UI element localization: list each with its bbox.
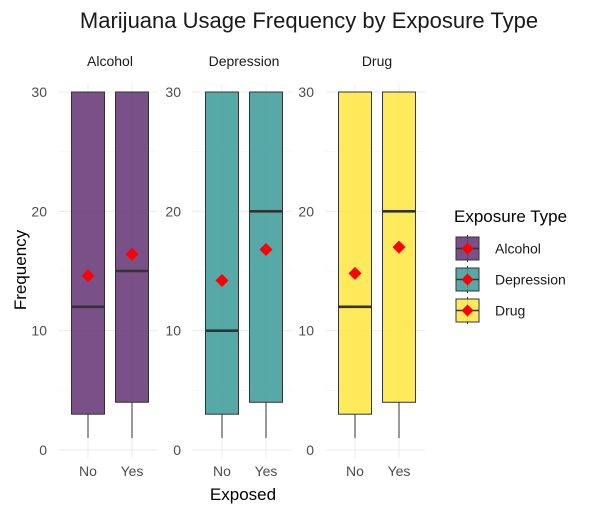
x-tick-label: No [79, 463, 97, 479]
x-tick-label: Yes [388, 463, 411, 479]
mean-marker [392, 240, 406, 254]
mean-marker [81, 269, 95, 283]
y-tick-label: 0 [306, 442, 314, 458]
x-tick-label: No [346, 463, 364, 479]
legend-item-alcohol: Alcohol [455, 235, 541, 262]
mean-marker [259, 243, 273, 257]
panel-drug: Drug 0 10 20 30 No Yes [298, 53, 425, 479]
legend-item-depression: Depression [455, 266, 566, 293]
legend-key-mean-marker [461, 304, 474, 317]
box-body [205, 91, 239, 415]
legend-key-mean-marker [461, 273, 474, 286]
x-tick-label: Yes [255, 463, 278, 479]
mean-marker [348, 266, 362, 280]
panels-group: Alcohol 0 10 20 30 No Yes Depression 0 10 20 30 No Ye… [31, 53, 425, 479]
panel-alcohol: Alcohol 0 10 20 30 No Yes [31, 53, 158, 479]
box-drug-yes [382, 91, 416, 439]
legend-label: Drug [495, 303, 525, 319]
chart-title: Marijuana Usage Frequency by Exposure Ty… [80, 8, 538, 33]
y-axis-label: Frequency [11, 229, 30, 310]
legend-key-mean-marker [461, 242, 474, 255]
facet-label-depression: Depression [209, 53, 280, 69]
y-tick-label: 20 [165, 203, 181, 219]
box-drug-no [338, 91, 372, 439]
legend-title: Exposure Type [454, 207, 567, 226]
y-tick-label: 30 [298, 84, 314, 100]
y-tick-label: 30 [165, 84, 181, 100]
y-tick-label: 20 [298, 203, 314, 219]
y-tick-label: 20 [31, 203, 47, 219]
mean-marker [215, 274, 229, 288]
legend-label: Alcohol [495, 241, 541, 257]
y-tick-label: 0 [39, 442, 47, 458]
legend-item-drug: Drug [455, 297, 525, 324]
box-alcohol-yes [115, 91, 149, 439]
y-tick-label: 10 [165, 323, 181, 339]
box-body [115, 91, 149, 403]
panel-depression: Depression 0 10 20 30 No Yes [165, 53, 292, 479]
legend-label: Depression [495, 272, 566, 288]
box-alcohol-no [71, 91, 105, 439]
mean-marker [125, 247, 139, 261]
y-tick-label: 0 [173, 442, 181, 458]
x-axis-label: Exposed [210, 485, 276, 504]
box-depression-no [205, 91, 239, 439]
box-body [71, 91, 105, 415]
box-depression-yes [249, 91, 283, 439]
facet-label-drug: Drug [362, 53, 392, 69]
y-tick-label: 10 [298, 323, 314, 339]
facet-label-alcohol: Alcohol [87, 53, 133, 69]
y-tick-label: 30 [31, 84, 47, 100]
y-tick-label: 10 [31, 323, 47, 339]
x-tick-label: No [213, 463, 231, 479]
legend: Exposure Type Alcohol Depression Drug [454, 207, 567, 324]
x-tick-label: Yes [121, 463, 144, 479]
box-body [338, 91, 372, 415]
